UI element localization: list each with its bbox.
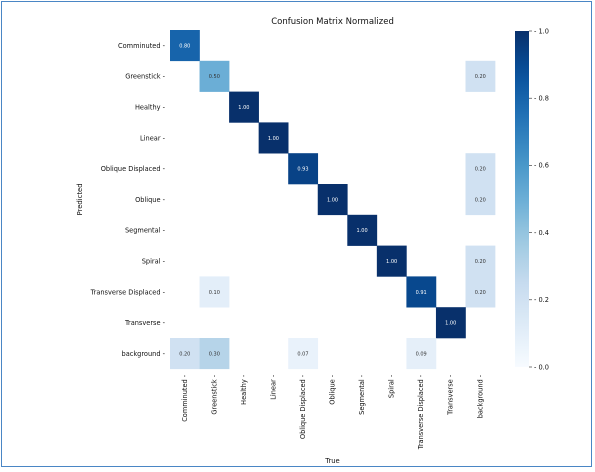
heatmap-cell [465,184,496,216]
cell-value-label: 0.91 [416,290,427,296]
x-tick-label: Greenstick - [210,374,218,414]
heatmap-cell [347,214,378,246]
heatmap-cell [199,276,230,308]
cell-value-label: 0.30 [209,351,220,357]
y-tick-label: Linear - [140,134,166,142]
cell-value-label: 0.07 [297,351,308,357]
y-tick-label: Oblique Displaced - [101,165,166,173]
x-tick-label: Oblique Displaced - [299,374,307,439]
x-tick-label: Linear - [269,374,277,400]
colorbar-tick-label: - 0.2 [534,296,549,304]
x-tick-label: Transverse Displaced - [417,374,425,450]
cell-value-label: 0.09 [416,351,427,357]
heatmap-cell [406,338,437,370]
colorbar-tick-label: - 0.4 [534,229,549,237]
heatmap-cell [170,338,200,370]
y-tick-label: Comminuted - [118,42,166,50]
colorbar-tick-label: - 0.8 [534,95,549,103]
colorbar [515,31,529,367]
heatmap-cell [435,307,466,339]
x-tick-label: background - [476,374,484,418]
y-tick-label: Healthy - [135,104,166,112]
heatmap-cell [376,245,407,277]
heatmap-cell [406,276,437,308]
y-tick-label: Spiral - [142,258,166,266]
heatmap-cell [288,338,319,370]
cell-value-label: 0.93 [297,167,308,173]
colorbar-tick-label: - 0.0 [534,363,549,371]
cell-value-label: 0.20 [475,74,486,80]
y-tick-label: Segmental - [125,227,166,235]
colorbar-tick-label: - 1.0 [534,27,549,35]
heatmap-cell [170,30,200,62]
cell-value-label: 0.20 [475,197,486,203]
heatmap-cell [199,60,230,92]
heatmap-cell [288,153,319,185]
cell-value-label: 1.00 [357,228,368,234]
cell-value-label: 0.20 [475,259,486,265]
y-tick-label: Transverse - [124,319,166,327]
x-axis-label: True [324,457,339,465]
x-tick-label: Healthy - [240,374,248,405]
cell-value-label: 1.00 [268,136,279,142]
chart-title: Confusion Matrix Normalized [271,17,394,27]
x-tick-label: Comminuted - [181,374,189,422]
heatmap-cell [258,122,289,154]
x-tick-label: Transverse - [447,374,455,416]
cell-value-label: 0.20 [475,290,486,296]
x-tick-label: Segmental - [358,374,366,415]
cell-value-label: 1.00 [386,259,397,265]
cell-value-label: 0.10 [209,290,220,296]
y-tick-label: background - [122,350,166,358]
cell-value-label: 0.50 [209,74,220,80]
cell-value-label: 0.80 [179,43,190,49]
heatmap-cell [317,184,348,216]
y-tick-label: Oblique - [135,196,166,204]
heatmap-cell [229,91,259,123]
x-tick-label: Spiral - [388,374,396,398]
cell-value-label: 1.00 [327,197,338,203]
y-tick-label: Greenstick - [125,73,165,81]
heatmap-cell [465,245,496,277]
cell-value-label: 0.20 [179,351,190,357]
heatmap-cell [465,60,496,92]
cell-value-label: 1.00 [238,105,249,111]
heatmap-cell [199,338,230,370]
cell-value-label: 1.00 [445,321,456,327]
cell-value-label: 0.20 [475,167,486,173]
heatmap-cell [465,276,496,308]
y-tick-label: Transverse Displaced - [90,288,166,296]
x-tick-label: Oblique - [329,374,337,405]
y-axis-label: Predicted [76,183,84,215]
colorbar-tick-label: - 0.6 [534,162,549,170]
heatmap-cell [465,153,496,185]
